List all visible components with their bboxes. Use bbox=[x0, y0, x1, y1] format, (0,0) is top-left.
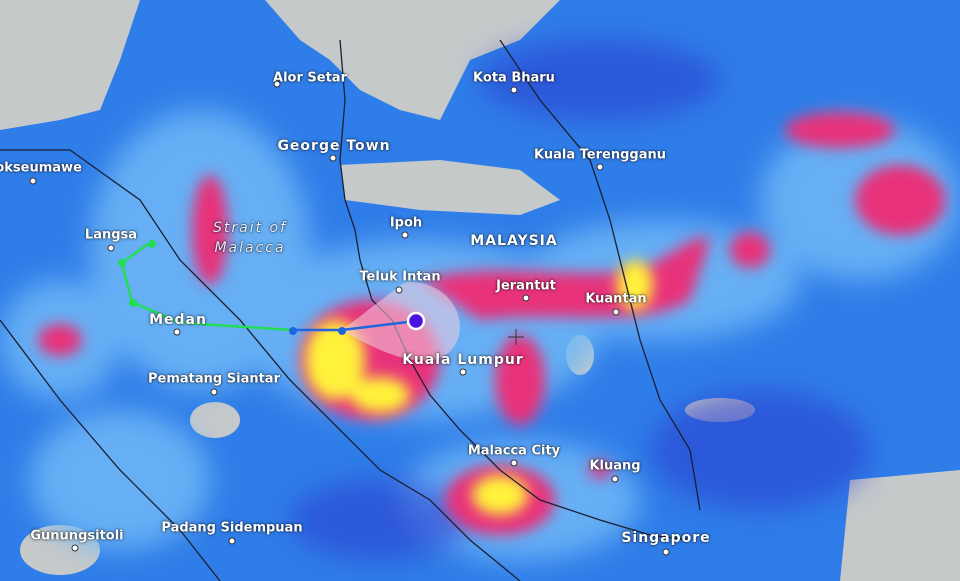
rain-extreme bbox=[305, 260, 653, 515]
label-strait-of-malacca: Strait of Malacca bbox=[213, 218, 287, 258]
label-jerantut[interactable]: Jerantut bbox=[496, 278, 556, 294]
label-kuala-terengganu[interactable]: Kuala Terengganu bbox=[534, 147, 666, 163]
label-medan[interactable]: Medan bbox=[149, 312, 207, 328]
city-dot bbox=[395, 286, 403, 294]
track-point[interactable] bbox=[289, 327, 297, 335]
city-dot bbox=[662, 548, 670, 556]
city-dot bbox=[510, 459, 518, 467]
label-padang-sidempuan[interactable]: Padang Sidempuan bbox=[161, 520, 303, 536]
label-kuala-lumpur[interactable]: Kuala Lumpur bbox=[402, 352, 524, 368]
label-malacca-city[interactable]: Malacca City bbox=[467, 443, 561, 459]
track-point[interactable] bbox=[129, 299, 137, 307]
city-dot bbox=[611, 475, 619, 483]
forecast-cone bbox=[342, 281, 460, 361]
label-kluang[interactable]: Kluang bbox=[589, 458, 641, 474]
city-dot bbox=[71, 544, 79, 552]
label-alor-setar[interactable]: Alor Setar bbox=[273, 70, 347, 86]
city-dot bbox=[522, 294, 530, 302]
city-dot bbox=[273, 80, 281, 88]
city-dot bbox=[210, 388, 218, 396]
label-teluk-intan[interactable]: Teluk Intan bbox=[359, 269, 441, 285]
label-lhokseumawe[interactable]: hokseumawe bbox=[0, 160, 82, 176]
city-dot bbox=[173, 328, 181, 336]
city-dot bbox=[612, 308, 620, 316]
label-pematang-siantar[interactable]: Pematang Siantar bbox=[148, 371, 280, 387]
strait-line2: Malacca bbox=[214, 240, 286, 256]
label-gunungsitoli[interactable]: Gunungsitoli bbox=[30, 528, 124, 544]
label-ipoh[interactable]: Ipoh bbox=[389, 215, 423, 231]
track-point[interactable] bbox=[118, 259, 126, 267]
city-dot bbox=[459, 368, 467, 376]
label-singapore[interactable]: Singapore bbox=[621, 530, 711, 546]
city-dot bbox=[329, 154, 337, 162]
track-point[interactable] bbox=[148, 240, 156, 248]
city-dot bbox=[510, 86, 518, 94]
label-langsa[interactable]: Langsa bbox=[84, 227, 138, 243]
past-track bbox=[120, 242, 293, 332]
label-kota-bharu[interactable]: Kota Bharu bbox=[473, 70, 555, 86]
city-dot bbox=[228, 537, 236, 545]
city-dot bbox=[401, 231, 409, 239]
label-kuantan[interactable]: Kuantan bbox=[585, 291, 647, 307]
strait-line1: Strait of bbox=[212, 220, 288, 236]
city-dot bbox=[29, 177, 37, 185]
track-point[interactable] bbox=[338, 327, 346, 335]
city-dot bbox=[107, 244, 115, 252]
crosshair-icon bbox=[508, 329, 524, 345]
label-malaysia: MALAYSIA bbox=[470, 233, 558, 249]
label-george-town[interactable]: George Town bbox=[277, 138, 391, 154]
rain-light bbox=[290, 40, 870, 560]
storm-center-icon[interactable] bbox=[406, 311, 426, 331]
city-dot bbox=[596, 163, 604, 171]
